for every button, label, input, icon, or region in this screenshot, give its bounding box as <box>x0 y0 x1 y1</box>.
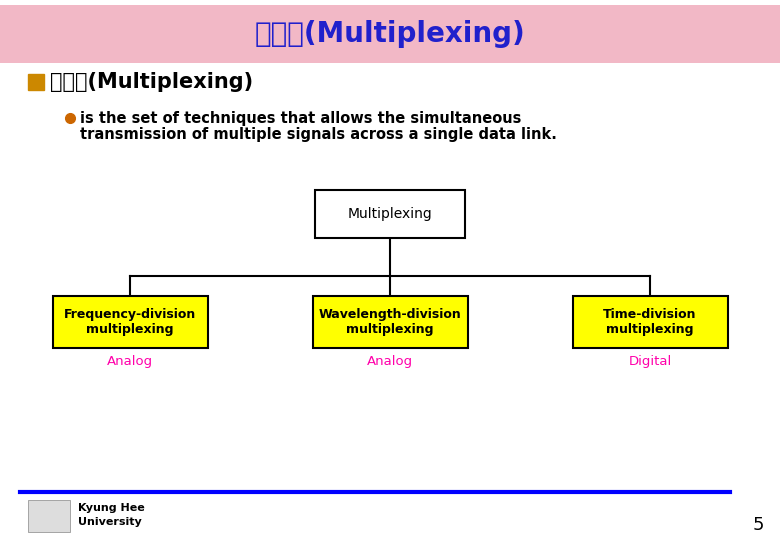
Bar <box>52 296 207 348</box>
Text: Analog: Analog <box>367 355 413 368</box>
Text: Kyung Hee: Kyung Hee <box>78 503 145 513</box>
Text: Analog: Analog <box>107 355 153 368</box>
Text: transmission of multiple signals across a single data link.: transmission of multiple signals across … <box>80 126 557 141</box>
Bar <box>315 190 465 238</box>
Text: Time-division
multiplexing: Time-division multiplexing <box>603 308 697 336</box>
Text: 5: 5 <box>752 516 764 534</box>
Text: 다중화(Multiplexing): 다중화(Multiplexing) <box>50 72 254 92</box>
Text: Wavelength-division
multiplexing: Wavelength-division multiplexing <box>318 308 462 336</box>
Bar <box>573 296 728 348</box>
Bar <box>0 5 780 63</box>
Text: Multiplexing: Multiplexing <box>348 207 432 221</box>
Text: is the set of techniques that allows the simultaneous: is the set of techniques that allows the… <box>80 111 521 125</box>
Text: Digital: Digital <box>629 355 672 368</box>
Text: Frequency-division
multiplexing: Frequency-division multiplexing <box>64 308 196 336</box>
Bar <box>28 500 70 532</box>
Bar <box>28 74 44 90</box>
Bar <box>313 296 467 348</box>
Text: 다중화(Multiplexing): 다중화(Multiplexing) <box>254 20 526 48</box>
Text: University: University <box>78 517 142 527</box>
